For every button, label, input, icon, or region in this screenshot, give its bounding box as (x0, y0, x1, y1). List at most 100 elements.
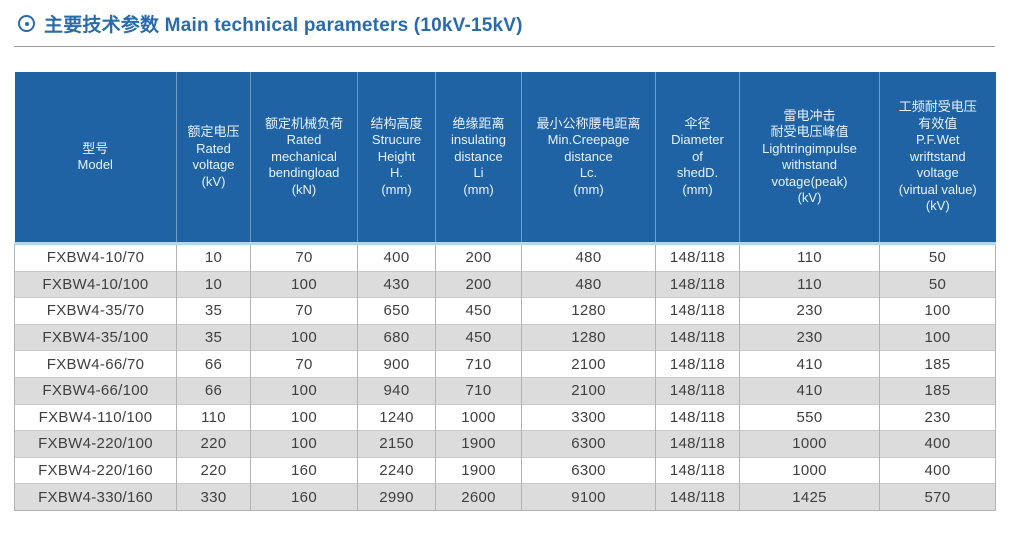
cell-creepage-distance: 2100 (521, 376, 656, 405)
table-row: FXBW4-220/160 220 160 2240 1900 6300 148/118 10… (14, 456, 996, 484)
cell-creepage-distance: 1280 (521, 297, 656, 325)
cell-insulating-distance: 1900 (435, 456, 522, 484)
cell-rated-voltage: 330 (176, 483, 251, 511)
cell-shed-diameter: 148/118 (655, 483, 740, 511)
cell-model: FXBW4-330/160 (14, 483, 177, 511)
cell-insulating-distance: 1000 (435, 403, 522, 431)
table-row: FXBW4-35/100 35 100 680 450 1280 148/118 230 100 (14, 323, 996, 351)
cell-structure-height: 1240 (357, 403, 436, 431)
cell-structure-height: 900 (357, 350, 436, 378)
column-header-pf-wet-withstand: 工频耐受电压 有效值 P.F.Wet wriftstand voltage (virtua… (879, 72, 996, 245)
column-header-bending-load: 额定机械负荷 Rated mechanical bendingload (kN) (250, 72, 358, 245)
column-header-model: 型号 Model (14, 72, 177, 245)
cell-insulating-distance: 2600 (435, 483, 522, 511)
cell-pf-wet-withstand: 50 (879, 270, 996, 298)
column-header-shed-diameter: 伞径 Diameter of shedD. (mm) (655, 72, 740, 245)
cell-pf-wet-withstand: 185 (879, 350, 996, 378)
cell-bending-load: 100 (250, 403, 358, 431)
page-title: 主要技术参数 Main technical parameters (10kV-1… (44, 15, 523, 36)
cell-lightning-impulse: 230 (739, 297, 880, 325)
table-row: FXBW4-330/160 330 160 2990 2600 9100 148/118 14… (14, 483, 996, 511)
cell-lightning-impulse: 230 (739, 323, 880, 351)
cell-insulating-distance: 450 (435, 323, 522, 351)
table-row: FXBW4-66/70 66 70 900 710 2100 148/118 410 185 (14, 350, 996, 378)
column-header-structure-height: 结构高度 Strucure Height H. (mm) (357, 72, 436, 245)
circle-dot-icon (18, 15, 35, 32)
cell-shed-diameter: 148/118 (655, 270, 740, 298)
cell-bending-load: 70 (250, 243, 358, 272)
title-divider (14, 46, 995, 47)
table-row: FXBW4-220/100 220 100 2150 1900 6300 148/118 10… (14, 430, 996, 458)
cell-creepage-distance: 2100 (521, 350, 656, 378)
cell-shed-diameter: 148/118 (655, 297, 740, 325)
cell-bending-load: 70 (250, 350, 358, 378)
cell-pf-wet-withstand: 400 (879, 430, 996, 458)
column-header-lightning-impulse: 雷电冲击 耐受电压峰值 Lightringimpulse withstand votag… (739, 72, 880, 245)
cell-bending-load: 160 (250, 483, 358, 511)
table-header: 型号 Model 额定电压 Rated voltage (kV) 额定机械负荷 Rated me… (14, 72, 996, 245)
parameters-table: 型号 Model 额定电压 Rated voltage (kV) 额定机械负荷 Rated me… (14, 72, 996, 511)
cell-bending-load: 70 (250, 297, 358, 325)
cell-insulating-distance: 200 (435, 243, 522, 272)
cell-creepage-distance: 3300 (521, 403, 656, 431)
cell-insulating-distance: 450 (435, 297, 522, 325)
cell-model: FXBW4-10/100 (14, 270, 177, 298)
table-row: FXBW4-110/100 110 100 1240 1000 3300 148/118 55… (14, 403, 996, 431)
header-row: 型号 Model 额定电压 Rated voltage (kV) 额定机械负荷 Rated me… (14, 72, 996, 245)
cell-shed-diameter: 148/118 (655, 456, 740, 484)
cell-model: FXBW4-110/100 (14, 403, 177, 431)
cell-rated-voltage: 10 (176, 270, 251, 298)
cell-creepage-distance: 6300 (521, 456, 656, 484)
cell-structure-height: 2240 (357, 456, 436, 484)
cell-pf-wet-withstand: 100 (879, 297, 996, 325)
cell-pf-wet-withstand: 50 (879, 243, 996, 272)
cell-shed-diameter: 148/118 (655, 323, 740, 351)
cell-lightning-impulse: 1000 (739, 430, 880, 458)
cell-model: FXBW4-220/160 (14, 456, 177, 484)
cell-structure-height: 2990 (357, 483, 436, 511)
cell-shed-diameter: 148/118 (655, 430, 740, 458)
cell-bending-load: 100 (250, 270, 358, 298)
column-header-rated-voltage: 额定电压 Rated voltage (kV) (176, 72, 251, 245)
cell-lightning-impulse: 550 (739, 403, 880, 431)
table-row: FXBW4-10/100 10 100 430 200 480 148/118 110 50 (14, 270, 996, 298)
cell-model: FXBW4-66/100 (14, 376, 177, 405)
cell-shed-diameter: 148/118 (655, 403, 740, 431)
cell-creepage-distance: 1280 (521, 323, 656, 351)
cell-lightning-impulse: 1000 (739, 456, 880, 484)
cell-creepage-distance: 480 (521, 270, 656, 298)
cell-pf-wet-withstand: 185 (879, 376, 996, 405)
cell-insulating-distance: 710 (435, 376, 522, 405)
cell-shed-diameter: 148/118 (655, 350, 740, 378)
table-row: FXBW4-35/70 35 70 650 450 1280 148/118 230 100 (14, 297, 996, 325)
cell-structure-height: 2150 (357, 430, 436, 458)
cell-pf-wet-withstand: 570 (879, 483, 996, 511)
cell-rated-voltage: 110 (176, 403, 251, 431)
cell-lightning-impulse: 410 (739, 376, 880, 405)
cell-lightning-impulse: 1425 (739, 483, 880, 511)
cell-lightning-impulse: 410 (739, 350, 880, 378)
cell-insulating-distance: 200 (435, 270, 522, 298)
cell-structure-height: 400 (357, 243, 436, 272)
cell-model: FXBW4-35/100 (14, 323, 177, 351)
cell-shed-diameter: 148/118 (655, 243, 740, 272)
cell-model: FXBW4-35/70 (14, 297, 177, 325)
cell-insulating-distance: 710 (435, 350, 522, 378)
cell-structure-height: 430 (357, 270, 436, 298)
section-title: 主要技术参数 Main technical parameters (10kV-1… (0, 0, 1009, 37)
cell-creepage-distance: 6300 (521, 430, 656, 458)
cell-rated-voltage: 35 (176, 323, 251, 351)
cell-lightning-impulse: 110 (739, 270, 880, 298)
column-header-insulating-distance: 绝缘距离 insulating distance Li (mm) (435, 72, 522, 245)
cell-pf-wet-withstand: 400 (879, 456, 996, 484)
table-row: FXBW4-10/70 10 70 400 200 480 148/118 110 50 (14, 243, 996, 272)
cell-rated-voltage: 66 (176, 350, 251, 378)
cell-bending-load: 100 (250, 323, 358, 351)
cell-pf-wet-withstand: 230 (879, 403, 996, 431)
cell-insulating-distance: 1900 (435, 430, 522, 458)
cell-rated-voltage: 66 (176, 376, 251, 405)
cell-structure-height: 650 (357, 297, 436, 325)
table-row: FXBW4-66/100 66 100 940 710 2100 148/118 410 185 (14, 376, 996, 405)
cell-bending-load: 100 (250, 376, 358, 405)
